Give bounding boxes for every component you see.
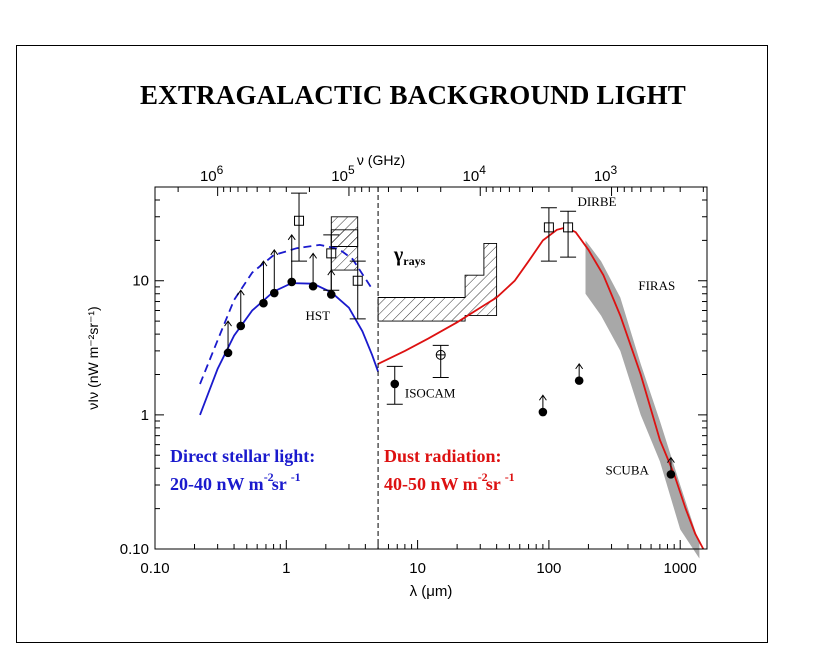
limit-arrow-3 — [270, 248, 279, 294]
limit-arrow-8 — [575, 363, 584, 381]
top-tick-base-2: 10 — [463, 168, 480, 185]
limit-arrow-5 — [309, 252, 318, 287]
y-tick-label-0: 0.10 — [120, 541, 149, 558]
limit-arrow-0 — [224, 320, 232, 353]
point-hst-6 — [326, 290, 336, 299]
top-tick-exp-2: 4 — [479, 163, 486, 177]
text-block-0-part-2: sr — [272, 474, 287, 494]
top-tick-exp-1: 5 — [348, 163, 355, 177]
annotation-0: HST — [305, 308, 330, 323]
figure-frame — [16, 45, 768, 643]
text-block-0-part-3: -1 — [291, 470, 301, 484]
error-bar-4 — [432, 344, 449, 378]
point-hst-1 — [236, 321, 246, 331]
top-tick-label-2: 104 — [463, 163, 487, 185]
limit-arrow-7 — [538, 394, 547, 413]
top-tick-base-3: 10 — [594, 168, 611, 185]
text-block-1-part-2: sr — [486, 474, 501, 494]
hatched-region-2 — [330, 229, 359, 247]
band-firas — [585, 240, 700, 559]
limit-arrow-4 — [287, 233, 296, 282]
x-tick-label-3: 100 — [536, 560, 561, 577]
text-block-0-part-0: 20-40 nW m — [170, 474, 264, 494]
text-block-1-line2: 40-50 nW m-2sr -1 — [384, 470, 515, 494]
text-block-1-part-3: -1 — [505, 470, 515, 484]
top-tick-label-1: 105 — [331, 163, 355, 185]
top-tick-label-0: 106 — [200, 163, 224, 185]
error-bar-6 — [560, 210, 577, 258]
point-lower-limits-1 — [574, 376, 584, 385]
top-axis-label: ν (GHz) — [357, 152, 405, 168]
error-bar-2 — [349, 260, 366, 320]
x-tick-label-1: 1 — [282, 560, 290, 577]
text-block-1-line1: Dust radiation: — [384, 446, 502, 466]
annotation-4: SCUBA — [606, 462, 650, 477]
text-block-1-part-0: 40-50 nW m — [384, 474, 478, 494]
limit-arrow-2 — [259, 260, 268, 304]
gamma-subscript: rays — [403, 254, 425, 268]
plot-frame — [154, 186, 708, 550]
x-tick-label-4: 1000 — [664, 560, 697, 577]
chart-title: EXTRAGALACTIC BACKGROUND LIGHT — [139, 80, 687, 110]
top-tick-label-3: 103 — [594, 163, 618, 185]
x-tick-label-2: 10 — [409, 560, 426, 577]
top-tick-exp-3: 3 — [611, 163, 618, 177]
error-bar-0 — [291, 192, 308, 262]
line-stellar-model — [199, 282, 379, 416]
gamma-symbol: γ — [393, 244, 404, 266]
error-bar-3 — [386, 365, 403, 405]
limit-arrow-1 — [236, 289, 245, 326]
x-tick-label-0: 0.10 — [140, 560, 169, 577]
error-bar-5 — [540, 207, 557, 262]
x-axis-label: λ (μm) — [410, 583, 453, 600]
y-axis-label: νIν (nW m⁻²sr⁻¹) — [85, 306, 101, 409]
annotation-2: DIRBE — [577, 194, 616, 209]
top-tick-base-1: 10 — [331, 168, 348, 185]
limit-arrow-6 — [327, 269, 336, 295]
text-block-1-part-1: -2 — [478, 470, 488, 484]
line-stellar-upper — [199, 243, 372, 385]
annotation-1: ISOCAM — [405, 385, 456, 400]
limit-arrow-9 — [667, 456, 675, 475]
y-tick-label-1: 1 — [141, 407, 149, 424]
y-tick-label-2: 10 — [132, 273, 149, 290]
text-block-0-line2: 20-40 nW m-2sr -1 — [170, 470, 301, 494]
text-block-0-part-1: -2 — [264, 470, 274, 484]
top-tick-exp-0: 6 — [217, 163, 224, 177]
top-tick-base-0: 10 — [200, 168, 217, 185]
annotation-5: γrays — [393, 244, 426, 268]
annotation-3: FIRAS — [638, 278, 675, 293]
text-block-0-line1: Direct stellar light: — [170, 446, 315, 466]
point-lower-limits-0 — [538, 407, 548, 417]
